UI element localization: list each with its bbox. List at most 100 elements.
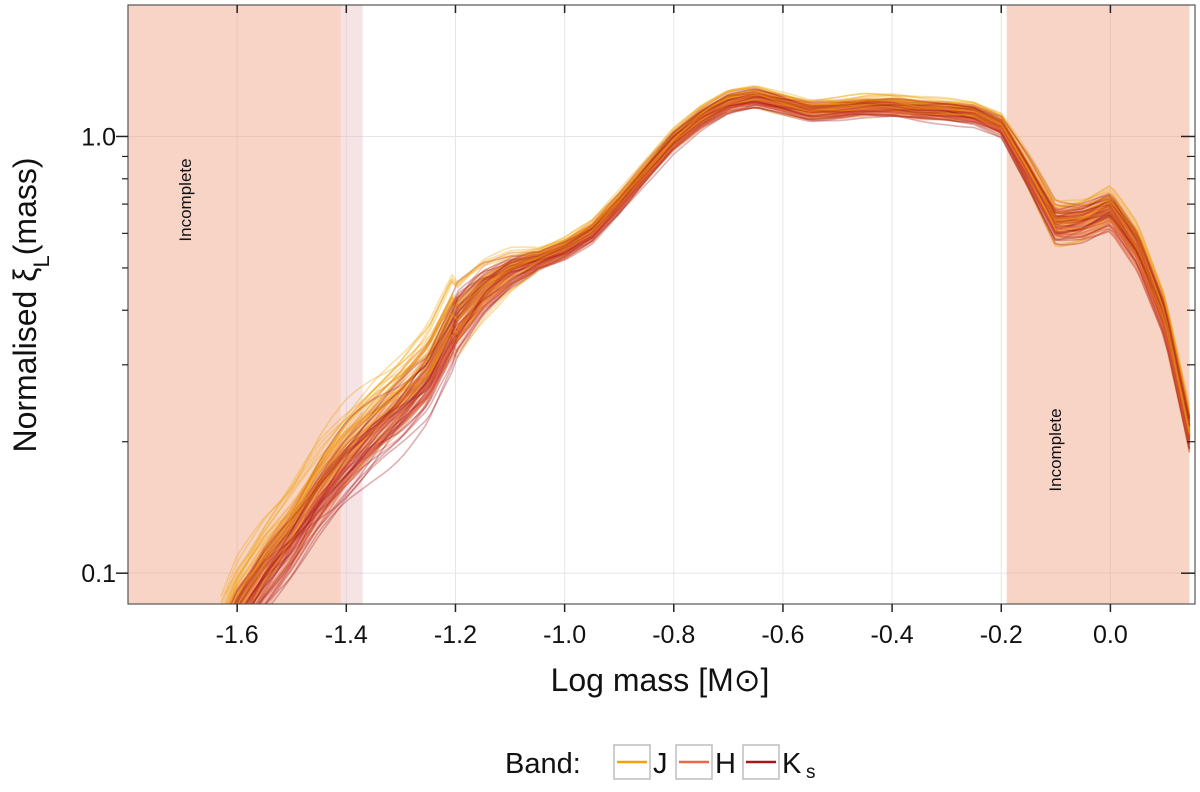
curve-J (224, 89, 1191, 604)
curve-H (229, 89, 1189, 604)
plot-frame (127, 4, 1196, 605)
curve-J (235, 102, 1191, 604)
curve-Ks (264, 106, 1191, 604)
curve-Ks (248, 102, 1191, 604)
curve-J (220, 85, 1191, 597)
curve-Ks (257, 100, 1191, 604)
x-tick-label: -1.6 (216, 621, 259, 649)
curve-H (240, 99, 1188, 604)
curve-H (241, 99, 1189, 604)
curve-H (244, 98, 1185, 604)
curve-H (247, 96, 1186, 604)
curve-H (244, 93, 1188, 604)
curve-J (227, 91, 1191, 604)
incomplete-label-left: Incomplete (176, 158, 195, 241)
curve-J (241, 99, 1191, 604)
curve-J (248, 97, 1191, 604)
legend-title: Band: (505, 748, 581, 780)
curve-Ks (244, 97, 1191, 604)
y-tick-label: 0.1 (81, 560, 116, 588)
curve-H (247, 103, 1189, 604)
legend-label-H: H (715, 748, 736, 780)
x-tick-label: -0.2 (980, 621, 1023, 649)
curve-J (237, 98, 1191, 604)
x-tick-label: -0.4 (871, 621, 914, 649)
curve-Ks (270, 106, 1191, 604)
curve-J (249, 99, 1191, 604)
region-annotations: Incomplete Incomplete (176, 158, 1065, 491)
curve-J (224, 89, 1191, 604)
curve-H (238, 96, 1186, 604)
curve-Ks (234, 92, 1191, 604)
curve-J (228, 93, 1191, 604)
legend-label-Ks: K (782, 748, 802, 780)
x-tick-label: -1.4 (325, 621, 368, 649)
curve-J (241, 99, 1191, 604)
shaded-regions (128, 5, 1190, 604)
curve-Ks (248, 101, 1191, 604)
curve-Ks (230, 88, 1191, 604)
curve-Ks (252, 100, 1191, 604)
curve-Ks (250, 96, 1191, 604)
curve-bundle (220, 85, 1191, 604)
curve-J (231, 94, 1191, 604)
curve-Ks (254, 101, 1191, 604)
curve-J (220, 86, 1191, 604)
curve-H (256, 104, 1190, 604)
curve-Ks (238, 95, 1191, 604)
incomplete-region (1006, 5, 1190, 604)
curve-H (239, 99, 1191, 604)
x-tick-label: -1.0 (543, 621, 586, 649)
curve-H (250, 98, 1188, 604)
curve-J (226, 92, 1191, 604)
x-tick-label: -1.2 (434, 621, 477, 649)
curve-H (235, 93, 1186, 604)
x-tick-label: -0.6 (761, 621, 804, 649)
curve-J (232, 92, 1191, 604)
curve-H (247, 98, 1188, 604)
curve-J (232, 93, 1191, 604)
curve-Ks (238, 97, 1191, 604)
curve-H (232, 91, 1189, 604)
curve-Ks (258, 98, 1191, 604)
curve-J (255, 107, 1191, 604)
curve-Ks (240, 94, 1191, 604)
curve-H (256, 102, 1191, 604)
curve-H (251, 94, 1190, 604)
curve-J (235, 89, 1191, 604)
curve-J (236, 98, 1191, 604)
curve-J (234, 98, 1191, 604)
curve-H (246, 96, 1186, 604)
curve-Ks (243, 100, 1191, 604)
curve-H (233, 91, 1190, 604)
x-tick-label: 0.0 (1093, 621, 1128, 649)
grid-lines (128, 5, 1195, 604)
x-tick-label: -0.8 (652, 621, 695, 649)
curve-Ks (230, 87, 1191, 604)
curve-Ks (235, 100, 1191, 604)
curve-Ks (248, 101, 1191, 604)
curve-H (256, 100, 1189, 604)
curve-Ks (245, 100, 1191, 604)
axis-ticks: -1.6 -1.4 -1.2 -1.0 -0.8 -0.6 -0.4 -0.2 0.0 0.1 1.… (81, 5, 1195, 649)
curve-J (222, 86, 1191, 604)
curve-H (247, 101, 1187, 604)
curve-H (268, 99, 1186, 604)
curve-H (227, 91, 1191, 604)
curve-H (261, 103, 1189, 604)
curve-J (234, 94, 1191, 604)
curve-H (249, 93, 1186, 604)
curve-H (245, 100, 1191, 604)
curve-Ks (243, 94, 1191, 604)
curve-J (224, 86, 1191, 595)
curve-J (232, 94, 1191, 604)
curve-H (252, 102, 1186, 604)
curve-J (236, 92, 1191, 604)
curve-J (235, 101, 1191, 604)
legend-label-J: J (653, 748, 668, 780)
curve-H (249, 99, 1186, 604)
curve-J (257, 106, 1191, 604)
curve-H (231, 88, 1187, 604)
